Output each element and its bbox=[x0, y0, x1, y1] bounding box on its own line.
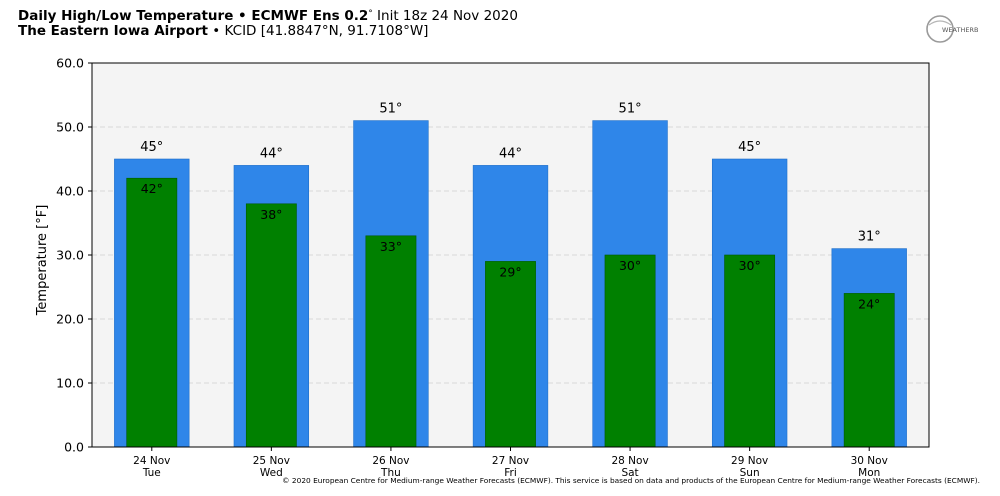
low-temp-bar bbox=[724, 254, 776, 448]
chart-title-init: Init 18z 24 Nov 2020 bbox=[372, 8, 518, 24]
station-name: The Eastern Iowa Airport bbox=[18, 23, 208, 39]
weatherbell-logo-icon: WEATHERBELL bbox=[926, 15, 978, 43]
station-coords: • KCID [41.8847°N, 91.7108°W] bbox=[207, 23, 429, 39]
high-temp-label: 45° bbox=[738, 140, 761, 155]
x-tick-day: Fri bbox=[504, 467, 517, 479]
high-temp-label: 51° bbox=[379, 102, 402, 117]
x-tick-day: Tue bbox=[142, 467, 161, 479]
x-tick-date: 27 Nov bbox=[492, 455, 529, 467]
high-temp-label: 44° bbox=[499, 146, 522, 161]
high-temp-label: 44° bbox=[260, 146, 283, 161]
high-temp-label: 31° bbox=[858, 230, 881, 245]
y-tick-label: 10.0 bbox=[56, 376, 84, 391]
chart-title-bold: Daily High/Low Temperature • ECMWF Ens 0… bbox=[18, 8, 369, 24]
x-tick-day: Sun bbox=[740, 467, 760, 479]
x-tick-date: 26 Nov bbox=[372, 455, 409, 467]
low-temp-label: 30° bbox=[619, 258, 641, 273]
x-tick-day: Thu bbox=[380, 467, 401, 479]
x-tick-date: 24 Nov bbox=[133, 455, 170, 467]
x-tick-day: Sat bbox=[621, 467, 638, 479]
low-temp-bar bbox=[126, 177, 178, 448]
x-tick-date: 30 Nov bbox=[851, 455, 888, 467]
x-tick-date: 29 Nov bbox=[731, 455, 768, 467]
y-tick-label: 20.0 bbox=[56, 312, 84, 327]
high-temp-label: 51° bbox=[619, 102, 642, 117]
low-temp-bar bbox=[604, 254, 656, 448]
chart-title-block: Daily High/Low Temperature • ECMWF Ens 0… bbox=[18, 7, 518, 39]
low-temp-bar bbox=[843, 293, 895, 448]
low-temp-label: 38° bbox=[260, 207, 282, 222]
low-temp-bar bbox=[245, 203, 297, 448]
degree-sign: ° bbox=[368, 9, 373, 19]
y-tick-label: 40.0 bbox=[56, 184, 84, 199]
y-tick-label: 60.0 bbox=[56, 56, 84, 71]
logo-text: WEATHERBELL bbox=[942, 26, 978, 34]
y-tick-label: 0.0 bbox=[64, 440, 84, 455]
low-temp-bar bbox=[365, 235, 417, 448]
low-temp-label: 24° bbox=[858, 296, 880, 311]
x-tick-day: Wed bbox=[260, 467, 283, 479]
plot-area: 0.010.020.030.040.050.060.045°42°24 NovT… bbox=[56, 56, 930, 479]
chart-subtitle: The Eastern Iowa Airport • KCID [41.8847… bbox=[18, 24, 518, 39]
low-temp-label: 30° bbox=[739, 258, 761, 273]
high-temp-label: 45° bbox=[140, 140, 163, 155]
y-axis-label: Temperature [°F] bbox=[35, 205, 50, 317]
low-temp-label: 33° bbox=[380, 239, 402, 254]
plot-frame bbox=[91, 62, 930, 448]
low-temp-label: 42° bbox=[141, 181, 163, 196]
y-tick-label: 30.0 bbox=[56, 248, 84, 263]
low-temp-label: 29° bbox=[499, 264, 521, 279]
x-tick-date: 25 Nov bbox=[253, 455, 290, 467]
chart-title: Daily High/Low Temperature • ECMWF Ens 0… bbox=[18, 7, 518, 24]
x-tick-date: 28 Nov bbox=[611, 455, 648, 467]
copyright-notice: © 2020 European Centre for Medium-range … bbox=[282, 476, 980, 485]
x-tick-day: Mon bbox=[858, 467, 880, 479]
y-tick-label: 50.0 bbox=[56, 120, 84, 135]
low-temp-bar bbox=[485, 261, 536, 448]
